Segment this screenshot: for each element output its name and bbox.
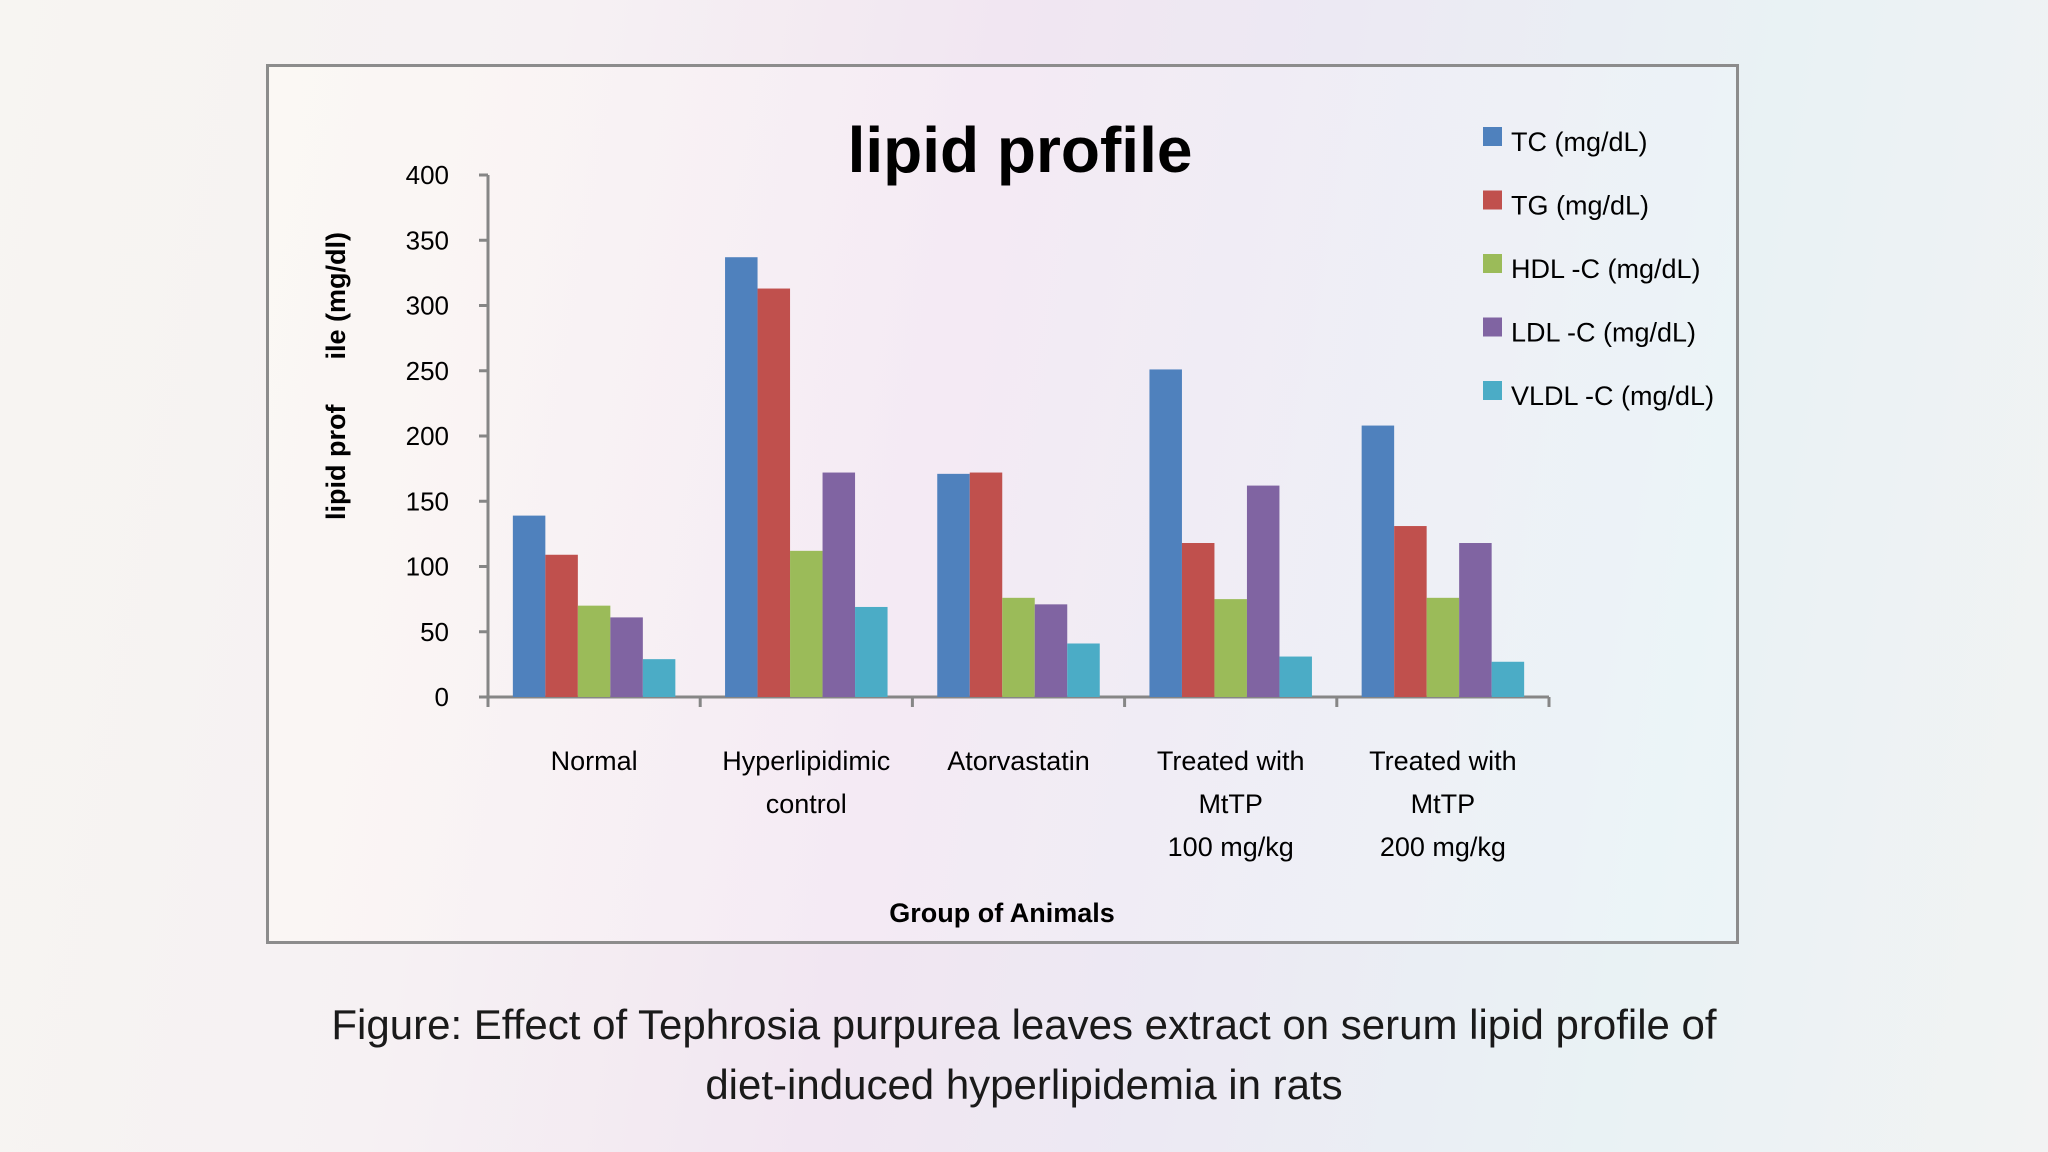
caption-line-1: Figure: Effect of Tephrosia purpurea lea…: [331, 1001, 1717, 1048]
bar: [1279, 656, 1312, 697]
chart-frame: [266, 64, 1739, 944]
bar: [969, 472, 1003, 697]
bar: [1067, 643, 1100, 697]
bar: [577, 605, 611, 697]
bar: [512, 515, 546, 697]
x-tick-label: MtTP: [1411, 789, 1476, 819]
bar: [610, 617, 643, 697]
bar: [1149, 369, 1182, 697]
y-tick-label: 200: [406, 421, 449, 451]
legend-label: HDL -C (mg/dL): [1511, 254, 1701, 284]
x-tick-label: 100 mg/kg: [1168, 832, 1294, 862]
y-tick-label: 300: [406, 291, 449, 321]
x-tick-label: Atorvastatin: [947, 746, 1090, 776]
legend-swatch: [1483, 254, 1502, 273]
x-tick-label: Hyperlipidimic: [722, 746, 890, 776]
x-tick-labels: Normal Hyperlipidimic control Atorvastatin T…: [551, 746, 1517, 862]
bar: [1246, 485, 1280, 697]
figure-caption: Figure: Effect of Tephrosia purpurea lea…: [0, 995, 2048, 1115]
bar: [642, 659, 676, 697]
y-tick-label: 100: [406, 552, 449, 582]
x-axis-title: Group of Animals: [889, 898, 1115, 928]
chart-title: lipid profile: [848, 114, 1193, 186]
bar: [937, 473, 970, 697]
x-tick-label: MtTP: [1198, 789, 1263, 819]
legend-label: TC (mg/dL): [1511, 127, 1648, 157]
y-tick-label: 0: [435, 682, 449, 712]
bar: [1002, 597, 1035, 697]
legend: TC (mg/dL) TG (mg/dL) HDL -C (mg/dL) LDL -C…: [1483, 127, 1714, 411]
y-tick-label: 150: [406, 486, 449, 516]
caption-line-2: diet-induced hyperlipidemia in rats: [705, 1061, 1343, 1108]
bar: [1491, 661, 1525, 697]
bar: [822, 472, 856, 697]
legend-label: VLDL -C (mg/dL): [1511, 381, 1714, 411]
y-tick-label: 250: [406, 356, 449, 386]
legend-label: LDL -C (mg/dL): [1511, 318, 1696, 348]
x-tick-label: Treated with: [1369, 746, 1517, 776]
y-tick-label: 50: [420, 617, 449, 647]
legend-swatch: [1483, 190, 1502, 210]
bar: [545, 554, 578, 697]
bar: [1426, 597, 1460, 697]
x-tick-label: Treated with: [1157, 746, 1305, 776]
bar: [725, 257, 758, 697]
bar: [1394, 526, 1427, 697]
y-axis-title: lipid prof ile (mg/dl): [321, 232, 351, 520]
y-tick-label: 400: [406, 160, 449, 190]
bar: [1459, 543, 1492, 697]
bar: [790, 550, 823, 697]
bar: [855, 606, 888, 697]
y-tick-label: 350: [406, 225, 449, 255]
bar: [1361, 425, 1395, 697]
x-tick-label: 200 mg/kg: [1380, 832, 1506, 862]
legend-label: TG (mg/dL): [1511, 191, 1649, 221]
bar: [1214, 599, 1247, 697]
legend-swatch: [1483, 381, 1502, 400]
x-tick-label: Normal: [551, 746, 638, 776]
bars: [512, 257, 1525, 697]
legend-swatch: [1483, 127, 1502, 146]
bar: [757, 288, 791, 697]
x-tick-label: control: [766, 789, 847, 819]
legend-swatch: [1483, 317, 1502, 337]
bar: [1034, 604, 1068, 697]
bar: [1181, 543, 1215, 697]
